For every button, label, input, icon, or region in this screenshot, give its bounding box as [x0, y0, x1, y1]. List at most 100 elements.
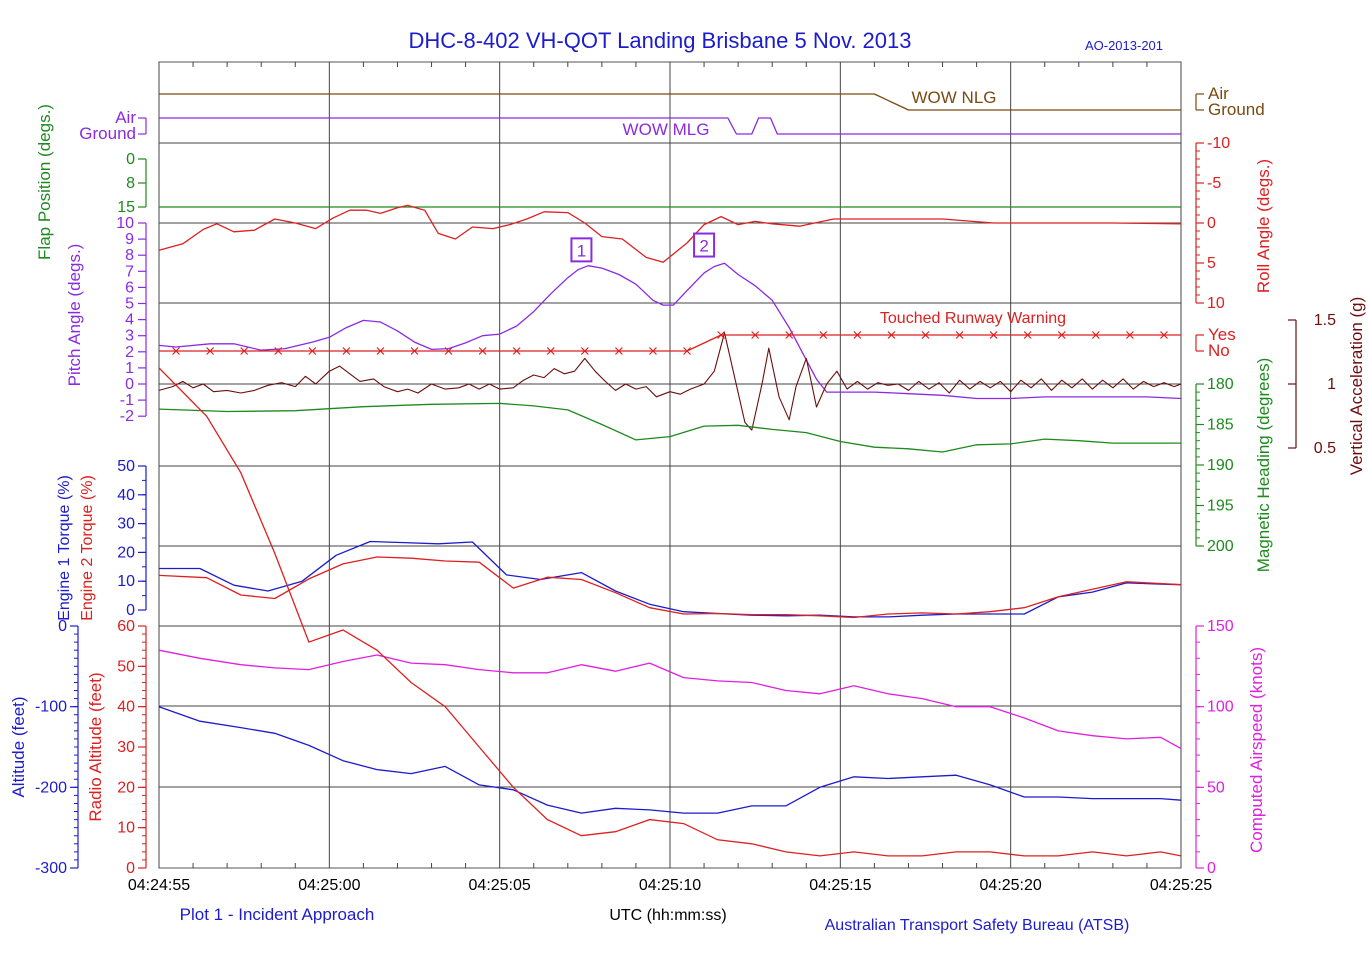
- vertical-acceleration-line: [158, 332, 1182, 431]
- annotation-box: [570, 237, 593, 263]
- trw-sample-marker: [887, 331, 896, 339]
- engine-1-torque-axis-label: Engine 1 Torque (%): [56, 475, 73, 621]
- x-tick-label: 04:25:20: [980, 877, 1042, 894]
- heading-axis: 180 185 190 195 200: [1195, 376, 1234, 555]
- torque-tick-label: 40: [117, 487, 135, 504]
- heading-axis-label: Magnetic Heading (degrees): [1254, 358, 1273, 573]
- trw-sample-marker: [512, 347, 521, 355]
- x-axis-label: UTC (hh:mm:ss): [609, 907, 726, 924]
- trw-sample-marker: [478, 347, 487, 355]
- trw-label: Touched Runway Warning: [880, 310, 1066, 327]
- trw-sample-marker: [342, 347, 351, 355]
- trw-state-label: No: [1208, 341, 1230, 360]
- airspeed-axis: 0 50 100 150: [1195, 618, 1234, 877]
- radio-altitude-axis-label: Radio Altitude (feet): [86, 672, 105, 821]
- x-tick-label: 04:25:00: [298, 877, 360, 894]
- trw-sample-marker: [240, 347, 249, 355]
- trw-sample-marker: [649, 347, 657, 355]
- wow-mlg-label: WOW MLG: [623, 120, 710, 139]
- heading-tick-label: 190: [1207, 457, 1234, 474]
- roll-tick-label: 5: [1207, 255, 1216, 272]
- airspeed-tick-label: 50: [1207, 779, 1225, 796]
- radio-alt-tick-label: 50: [117, 658, 135, 675]
- trw-sample-marker: [444, 347, 453, 355]
- airspeed-tick-label: 100: [1207, 699, 1234, 716]
- trw-sample-marker: [274, 347, 283, 355]
- flap-tick-label: 15: [117, 199, 135, 216]
- trw-sample-marker: [853, 331, 862, 339]
- flap-axis: 0 8 15: [117, 151, 147, 216]
- series: [158, 93, 1182, 857]
- x-tick-label: 04:25:10: [639, 877, 701, 894]
- pitch-tick-label: 1: [125, 360, 134, 377]
- trw-sample-marker: [955, 331, 964, 339]
- wow-mlg-line: [159, 117, 1181, 135]
- annotation-number: 2: [699, 237, 708, 256]
- radio-alt-tick-label: 10: [117, 820, 135, 837]
- engine-2-torque-axis-label: Engine 2 Torque (%): [79, 475, 96, 621]
- flap-tick-label: 0: [126, 151, 135, 168]
- report-id: AO-2013-201: [1085, 38, 1163, 53]
- wow-nlg-line: [159, 93, 1181, 111]
- pitch-axis-label: Pitch Angle (degs.): [65, 244, 84, 387]
- trw-sample-marker: [1057, 331, 1066, 339]
- trw-sample-marker: [683, 347, 691, 355]
- pitch-tick-label: 10: [116, 215, 134, 232]
- computed-airspeed-line: [158, 649, 1182, 750]
- source-label: Australian Transport Safety Bureau (ATSB…: [825, 917, 1130, 934]
- roll-axis-label: Roll Angle (degs.): [1254, 159, 1273, 293]
- torque-tick-label: 0: [126, 602, 135, 619]
- radio-alt-tick-label: 30: [117, 739, 135, 756]
- annotation-box: [693, 232, 716, 258]
- trw-state-label: Yes: [1208, 325, 1236, 344]
- vacc-tick-label: 1.5: [1314, 312, 1336, 329]
- trw-sample-marker: [614, 347, 623, 355]
- trw-sample-marker: [206, 347, 215, 355]
- pitch-tick-label: 4: [125, 312, 134, 329]
- x-tick-label: 04:25:25: [1150, 877, 1212, 894]
- airspeed-axis-label: Computed Airspeed (knots): [1247, 647, 1266, 853]
- vacc-tick-label: 1: [1327, 376, 1336, 393]
- torque-tick-label: 20: [117, 544, 135, 561]
- trw-sample-marker: [1125, 331, 1134, 339]
- altitude-tick-label: -200: [35, 779, 67, 796]
- chart-title: DHC-8-402 VH-QOT Landing Brisbane 5 Nov.…: [409, 28, 912, 53]
- torque-axis: 0 10 20 30 40 50: [117, 458, 147, 619]
- trw-sample-marker: [580, 347, 589, 355]
- pitch-tick-label: 7: [125, 263, 134, 280]
- altitude-axis-label: Altitude (feet): [9, 696, 28, 797]
- trw-sample-marker: [172, 347, 180, 355]
- trw-sample-marker: [546, 347, 555, 355]
- annotation-number: 1: [577, 241, 586, 260]
- roll-tick-label: 0: [1207, 215, 1216, 232]
- x-tick-label: 04:24:55: [128, 877, 190, 894]
- engine-2-torque-line: [158, 556, 1182, 619]
- pitch-angle-line: [158, 262, 1182, 400]
- altitude-line: [158, 706, 1182, 814]
- altitude-tick-label: -100: [35, 699, 67, 716]
- altitude-axis: 0 -100 -200 -300: [35, 618, 79, 877]
- radio-altitude-line: [159, 367, 1181, 857]
- wow-nlg-state-label: Air: [1208, 84, 1229, 103]
- vertical-acceleration-axis-label: Vertical Acceleration (g): [1347, 297, 1366, 476]
- trw-sample-marker: [785, 331, 794, 339]
- trw-sample-marker: [751, 331, 760, 339]
- wow-nlg-label: WOW NLG: [912, 88, 997, 107]
- touched-runway-warning-line: [159, 334, 1181, 352]
- radio-alt-tick-label: 20: [117, 779, 135, 796]
- radio-alt-tick-label: 60: [117, 618, 135, 635]
- radio-alt-tick-label: 0: [126, 860, 135, 877]
- heading-tick-label: 195: [1207, 498, 1234, 515]
- radio-alt-axis: 0 10 20 30 40 50 60: [117, 618, 147, 877]
- trw-sample-marker: [1160, 331, 1168, 339]
- trw-sample-marker: [819, 331, 828, 339]
- torque-tick-label: 50: [117, 458, 135, 475]
- axes: 0815-2-101234567891001020304050010203040…: [35, 84, 1336, 877]
- pitch-tick-label: 6: [125, 279, 134, 296]
- labels: 04:24:55 04:25:00 04:25:05 04:25:10 04:25:15…: [9, 88, 1366, 894]
- vacc-axis: 0.5 1 1.5: [1288, 312, 1336, 457]
